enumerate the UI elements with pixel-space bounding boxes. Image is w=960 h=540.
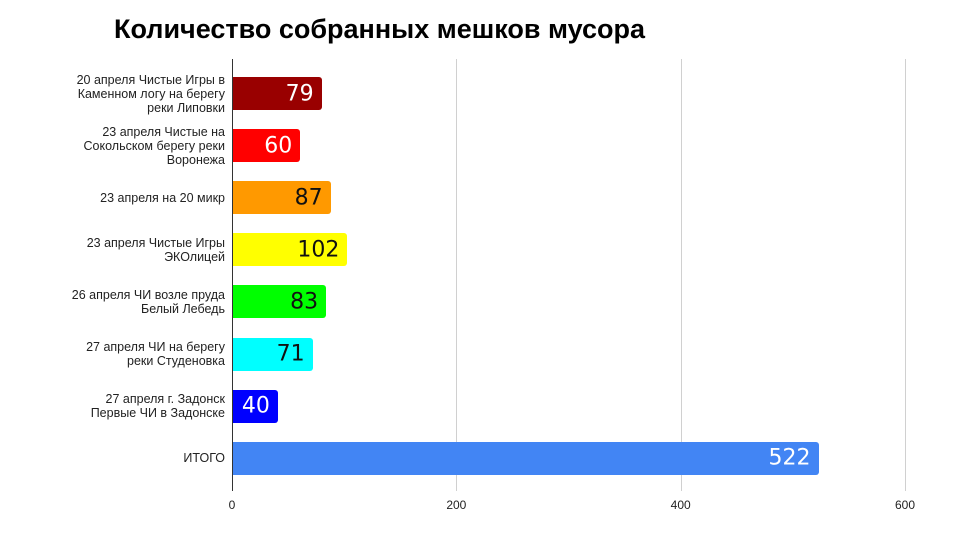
- x-tick-label: 200: [446, 498, 467, 512]
- bar: 40: [233, 389, 278, 423]
- category-label: 23 апреля на 20 микр: [100, 190, 225, 205]
- y-axis-line: [232, 59, 233, 491]
- bar-value-label: 83: [290, 289, 319, 315]
- bar: 79: [233, 77, 322, 110]
- bar-value-label: 60: [264, 133, 293, 159]
- category-label: 23 апреля Чистые на Сокольском берегу ре…: [83, 124, 225, 167]
- bar-value-label: 79: [285, 81, 314, 106]
- bar: 522: [233, 441, 819, 475]
- category-label: 20 апреля Чистые Игры в Каменном логу на…: [76, 72, 225, 115]
- bar: 102: [233, 233, 348, 267]
- bar-value-label: 102: [297, 237, 340, 263]
- category-label: 27 апреля ЧИ на берегу реки Студеновка: [86, 340, 225, 368]
- bar-value-label: 71: [276, 341, 305, 367]
- x-tick-label: 0: [228, 498, 236, 512]
- bar-value-label: 87: [294, 185, 323, 211]
- chart-title: Количество собранных мешков мусора: [114, 14, 645, 44]
- bar: 87: [233, 181, 331, 215]
- bar-value-label: 40: [241, 393, 270, 419]
- x-tick-label: 400: [670, 498, 691, 512]
- gridline: [456, 59, 457, 491]
- gridline: [681, 59, 682, 491]
- bar: 83: [233, 285, 327, 319]
- category-label: 23 апреля Чистые Игры ЭКОлицей: [86, 235, 225, 264]
- x-tick-label: 600: [894, 498, 916, 512]
- category-label: ИТОГО: [183, 451, 225, 466]
- bar: 60: [233, 129, 301, 163]
- category-label: 26 апреля ЧИ возле пруда Белый Лебедь: [71, 287, 225, 316]
- category-label: 27 апреля г. Задонск Первые ЧИ в Задонск…: [90, 392, 225, 421]
- bar-value-label: 522: [768, 445, 811, 471]
- bar: 71: [233, 337, 313, 371]
- gridline: [905, 59, 906, 491]
